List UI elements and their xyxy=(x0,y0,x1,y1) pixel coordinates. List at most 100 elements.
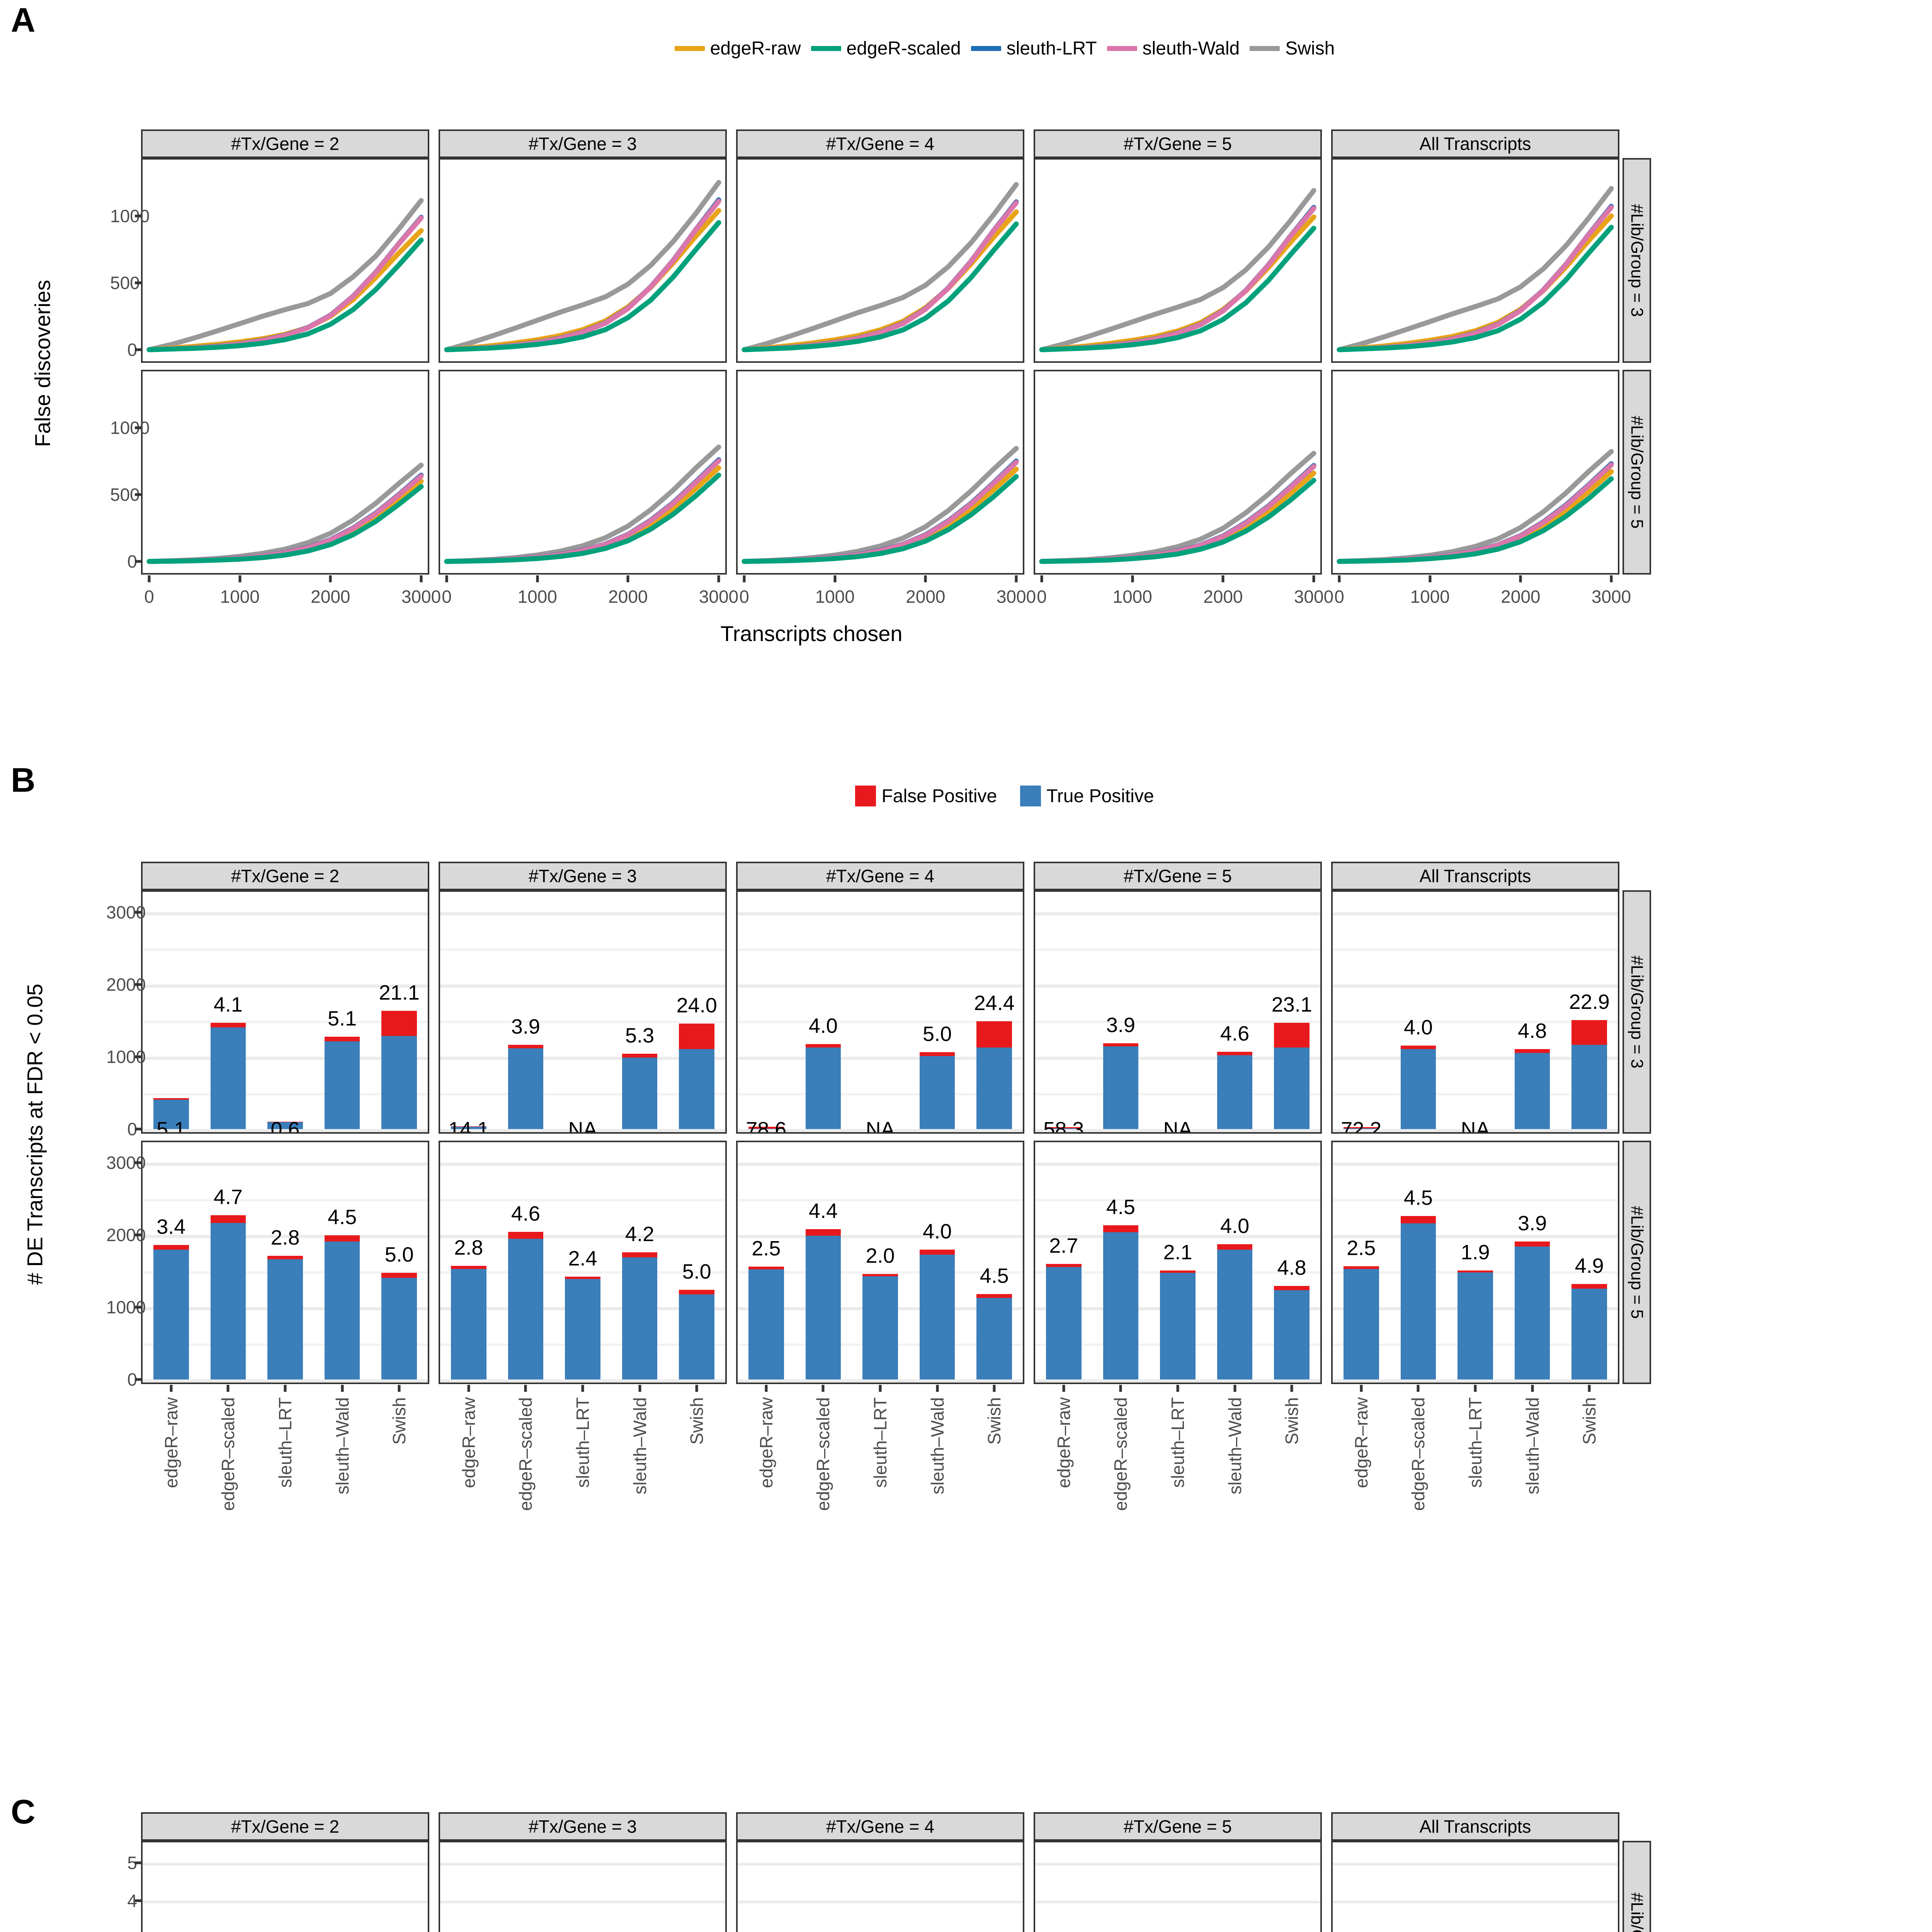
bar-segment-false-positive xyxy=(748,1126,784,1129)
facet-strip-row: #Lib/Group = 5 xyxy=(1622,370,1651,575)
gridline xyxy=(143,1163,428,1166)
bar-edger-scaled[interactable] xyxy=(508,1231,544,1379)
bar-segment-true-positive xyxy=(976,1298,1012,1379)
bar-edger-raw[interactable] xyxy=(451,1126,486,1129)
bar-segment-true-positive xyxy=(862,1276,898,1379)
y-tick-mark xyxy=(135,911,141,914)
bar-swish[interactable] xyxy=(679,1024,714,1129)
bar-edger-raw[interactable] xyxy=(748,1266,784,1379)
gridline xyxy=(1035,1020,1320,1023)
legend-item-edger-raw[interactable]: edgeR-raw xyxy=(674,38,801,59)
bar-swish[interactable] xyxy=(381,1011,417,1129)
bar-sleuth-lrt[interactable] xyxy=(565,1276,600,1379)
bar-edger-scaled[interactable] xyxy=(210,1023,246,1129)
panel-letter-c: C xyxy=(11,1793,36,1831)
bar-sleuth-wald[interactable] xyxy=(324,1235,360,1379)
x-tick-mark xyxy=(821,1385,825,1392)
bar-value-label: 4.4 xyxy=(808,1199,838,1223)
gridline xyxy=(143,948,428,951)
bar-segment-false-positive xyxy=(1514,1049,1550,1053)
bar-sleuth-wald[interactable] xyxy=(1217,1052,1253,1129)
bar-sleuth-wald[interactable] xyxy=(1514,1241,1550,1379)
bar-edger-raw[interactable] xyxy=(1046,1127,1082,1129)
bar-swish[interactable] xyxy=(976,1021,1012,1129)
gridline xyxy=(1035,1379,1320,1383)
bar-swish[interactable] xyxy=(976,1294,1012,1379)
plot-area-a xyxy=(141,370,429,575)
plot-area-a xyxy=(439,370,727,575)
x-tick-mark xyxy=(1417,1385,1420,1392)
bar-segment-false-positive xyxy=(1217,1052,1253,1056)
x-tick-mark xyxy=(993,1385,996,1392)
bar-value-label: 21.1 xyxy=(379,981,420,1005)
bar-swish[interactable] xyxy=(679,1290,714,1379)
gridline xyxy=(1035,1901,1320,1904)
bar-segment-false-positive xyxy=(210,1215,246,1223)
plot-area-b: 58.3 3.9 NA 4.6 23.1 xyxy=(1034,890,1322,1134)
bar-edger-scaled[interactable] xyxy=(1103,1225,1139,1379)
bar-sleuth-lrt[interactable] xyxy=(862,1274,898,1379)
bar-swish[interactable] xyxy=(381,1272,417,1379)
bar-edger-scaled[interactable] xyxy=(1400,1045,1436,1129)
bar-sleuth-wald[interactable] xyxy=(324,1036,360,1129)
bar-sleuth-lrt[interactable] xyxy=(267,1255,303,1379)
legend-swatch-icon xyxy=(1250,46,1280,51)
bar-segment-false-positive xyxy=(1514,1241,1550,1247)
bar-value-label: 2.1 xyxy=(1163,1241,1192,1264)
plot-area-b: 2.5 4.4 2.0 4.0 4.5 xyxy=(736,1141,1024,1384)
legend-item-false-positive[interactable]: False Positive xyxy=(855,786,997,807)
bar-edger-scaled[interactable] xyxy=(1103,1043,1139,1129)
x-tick-mark xyxy=(581,1385,584,1392)
bar-edger-scaled[interactable] xyxy=(1400,1216,1436,1379)
line-series-edger-scaled xyxy=(742,221,1019,352)
facet-strip-col: #Tx/Gene = 4 xyxy=(736,862,1024,890)
bar-swish[interactable] xyxy=(1571,1020,1607,1129)
legend-item-sleuth-wald[interactable]: sleuth-Wald xyxy=(1107,38,1240,59)
gridline xyxy=(1035,1129,1320,1132)
bar-edger-raw[interactable] xyxy=(1344,1127,1379,1129)
bar-edger-raw[interactable] xyxy=(451,1265,486,1379)
bar-sleuth-lrt[interactable] xyxy=(1458,1270,1493,1379)
bar-sleuth-lrt[interactable] xyxy=(267,1122,303,1129)
bar-value-label: 5.1 xyxy=(156,1118,186,1134)
facet-strip-row: #Lib/Group = 3 xyxy=(1622,1841,1651,1932)
bar-sleuth-wald[interactable] xyxy=(622,1053,658,1129)
bar-segment-false-positive xyxy=(210,1023,246,1027)
bar-edger-raw[interactable] xyxy=(1344,1266,1379,1379)
legend-item-sleuth-lrt[interactable]: sleuth-LRT xyxy=(971,38,1097,59)
plot-area-b: 2.7 4.5 2.1 4.0 4.8 xyxy=(1034,1141,1322,1384)
bar-sleuth-wald[interactable] xyxy=(1514,1049,1550,1129)
facet-strip-col: All Transcripts xyxy=(1331,1812,1619,1841)
legend-item-edger-scaled[interactable]: edgeR-scaled xyxy=(811,38,961,59)
bar-segment-false-positive xyxy=(1571,1020,1607,1045)
bar-edger-raw[interactable] xyxy=(153,1245,189,1379)
bar-swish[interactable] xyxy=(1571,1284,1607,1379)
bar-sleuth-wald[interactable] xyxy=(1217,1244,1253,1379)
bar-sleuth-wald[interactable] xyxy=(622,1252,658,1379)
y-tick-mark xyxy=(135,214,141,218)
bar-swish[interactable] xyxy=(1274,1286,1310,1379)
bar-sleuth-wald[interactable] xyxy=(919,1249,955,1379)
bar-edger-raw[interactable] xyxy=(748,1126,784,1129)
bar-edger-scaled[interactable] xyxy=(508,1045,544,1129)
bar-segment-true-positive xyxy=(1274,1290,1310,1379)
gridline xyxy=(1035,985,1320,988)
bar-edger-raw[interactable] xyxy=(153,1098,189,1129)
bar-segment-true-positive xyxy=(976,1047,1012,1129)
plot-area-a xyxy=(736,370,1024,575)
bar-swish[interactable] xyxy=(1274,1023,1310,1129)
legend-item-true-positive[interactable]: True Positive xyxy=(1020,786,1154,807)
legend-label: False Positive xyxy=(881,786,997,806)
bar-edger-scaled[interactable] xyxy=(805,1229,841,1379)
bar-value-label: 4.6 xyxy=(1220,1022,1250,1046)
bar-edger-scaled[interactable] xyxy=(805,1044,841,1129)
bar-edger-scaled[interactable] xyxy=(210,1215,246,1379)
bar-sleuth-wald[interactable] xyxy=(919,1052,955,1129)
bar-value-label: NA xyxy=(1163,1118,1192,1134)
bar-sleuth-lrt[interactable] xyxy=(1160,1270,1196,1379)
plot-area-b: 3.4 4.7 2.8 4.5 5.0 xyxy=(141,1141,429,1384)
x-tick-mark xyxy=(524,1385,527,1392)
bar-edger-raw[interactable] xyxy=(1046,1264,1082,1379)
gridline xyxy=(1035,912,1320,916)
legend-item-swish[interactable]: Swish xyxy=(1250,38,1335,59)
